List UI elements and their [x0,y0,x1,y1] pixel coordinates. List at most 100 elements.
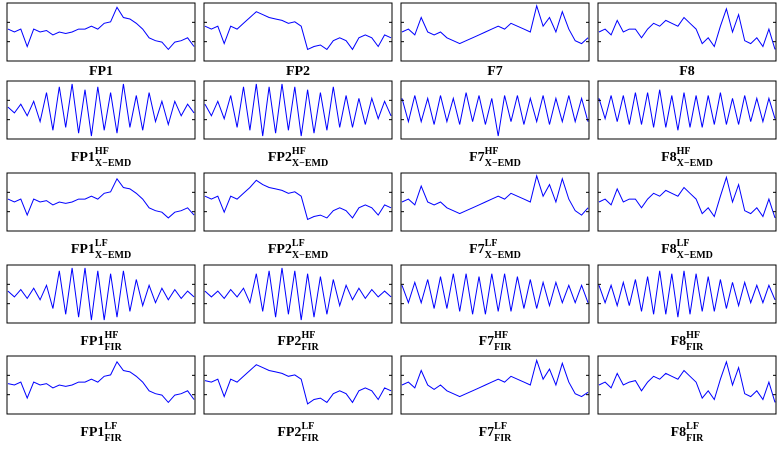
signal-line [204,83,392,137]
label-sup: HF [104,330,118,341]
panel-frame [203,264,393,324]
panel-label: FP1HF X−EMD [71,146,131,169]
panel-label: FP1HF FIR [80,330,122,353]
panel-frame [597,80,777,140]
signal-line [7,177,195,219]
panel-frame [203,172,393,232]
panel-frame [597,2,777,62]
label-base: F7 [469,242,485,257]
panel-label: FP2LF X−EMD [268,238,328,261]
signal-line [598,360,776,403]
label-sub: X−EMD [485,250,521,261]
label-sup: LF [494,421,507,432]
signal-line [401,273,589,315]
panel-label: FP1LF X−EMD [71,238,131,261]
label-sup: HF [485,146,499,157]
panel-frame [6,80,196,140]
label-sub: FIR [686,433,704,444]
signal-line [7,6,195,51]
label-base: F8 [671,334,687,349]
label-base: F7 [487,64,503,79]
signal-line [598,270,776,318]
label-base: F7 [479,425,495,440]
label-sub: X−EMD [95,250,131,261]
signal-line [401,4,589,45]
label-base: F7 [479,334,495,349]
panel-label: FP2 [286,64,310,79]
signal-line [7,83,195,137]
label-base: F8 [661,242,677,257]
panel-label: FP2HF X−EMD [268,146,328,169]
label-sup: HF [677,146,691,157]
label-sup: HF [301,330,315,341]
label-sup: HF [95,146,109,157]
label-base: FP2 [268,242,292,257]
label-sub: FIR [494,433,512,444]
label-base: FP1 [80,425,104,440]
label-base: F8 [679,64,695,79]
signal-line [7,360,195,404]
panel-frame [203,355,393,415]
label-base: F8 [661,150,677,165]
label-sup: HF [494,330,508,341]
label-base: F7 [469,150,485,165]
label-base: FP2 [277,425,301,440]
panel-label: FP1LF FIR [80,421,122,444]
label-sup: HF [686,330,700,341]
panel-frame [203,2,393,62]
panel-label: F7LF X−EMD [469,238,521,261]
signal-line [204,364,392,405]
label-sub: X−EMD [677,158,713,169]
panel-frame [400,172,590,232]
label-sup: HF [292,146,306,157]
label-base: FP2 [268,150,292,165]
label-sub: X−EMD [292,250,328,261]
panel-label: F8LF X−EMD [661,238,713,261]
label-base: F8 [671,425,687,440]
label-sub: FIR [104,342,122,353]
label-sub: X−EMD [485,158,521,169]
label-base: FP1 [80,334,104,349]
label-sub: FIR [301,433,319,444]
label-sub: FIR [301,342,319,353]
signal-line [204,179,392,221]
panel-frame [6,264,196,324]
panel-label: F8HF FIR [671,330,705,353]
panel-frame [597,355,777,415]
signal-line [401,174,589,216]
panel-frame [400,2,590,62]
label-sub: X−EMD [677,250,713,261]
label-sub: FIR [104,433,122,444]
label-base: FP1 [71,150,95,165]
label-sub: X−EMD [95,158,131,169]
label-sup: LF [686,421,699,432]
panel-frame [203,80,393,140]
panel-frame [400,80,590,140]
panel-frame [597,172,777,232]
panel-label: FP1 [89,64,113,79]
label-sup: LF [301,421,314,432]
signal-line [598,175,776,219]
panel-label: F8HF X−EMD [661,146,713,169]
label-base: FP1 [71,242,95,257]
signal-line [204,267,392,321]
panel-frame [400,355,590,415]
label-sup: LF [104,421,117,432]
signal-line [401,358,589,398]
panel-frame [6,2,196,62]
panel-frame [400,264,590,324]
panel-label: F8LF FIR [671,421,705,444]
label-base: FP2 [277,334,301,349]
signal-line [401,92,589,137]
label-sup: LF [485,238,498,249]
panel-label: F8 [679,64,695,79]
label-base: FP1 [89,64,113,79]
panel-label: F7HF FIR [479,330,513,353]
label-base: FP2 [286,64,310,79]
label-sub: FIR [686,342,704,353]
signal-line [7,267,195,321]
label-sup: LF [292,238,305,249]
panel-frame [597,264,777,324]
panel-frame [6,172,196,232]
